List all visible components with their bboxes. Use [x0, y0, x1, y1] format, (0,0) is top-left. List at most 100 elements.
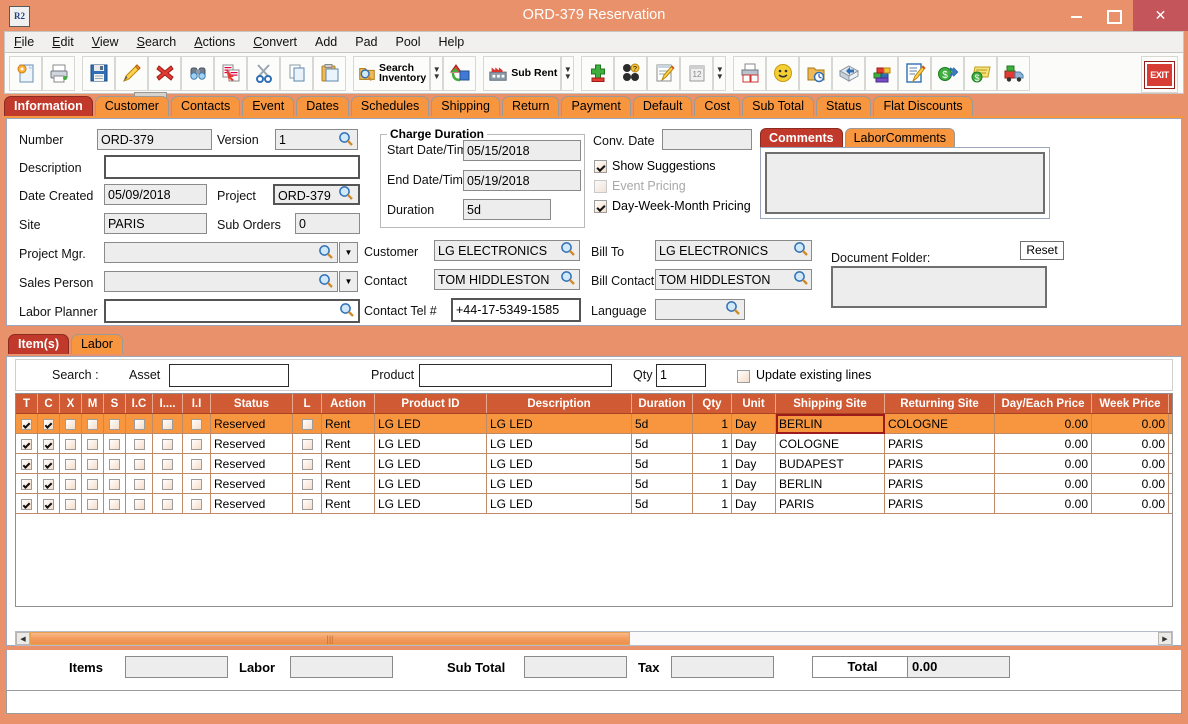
table-row[interactable]: Reserved Rent LG LED LG LED 5d 1 Day PARIS PARIS… [16, 493, 1172, 514]
site-field[interactable]: PARIS [104, 213, 207, 234]
cell-action[interactable]: Rent [321, 473, 375, 494]
tab-default[interactable]: Default [632, 96, 693, 116]
maximize-button[interactable] [1095, 0, 1133, 31]
crew-help-icon[interactable]: ? [614, 55, 648, 91]
column-header-description[interactable]: Description [486, 394, 632, 414]
column-header-i[interactable]: I.... [152, 394, 183, 414]
tab-comments[interactable]: Comments [760, 128, 843, 147]
checkbox-icon[interactable] [162, 458, 173, 470]
sales-person-search-icon[interactable] [318, 273, 334, 289]
checkbox-icon[interactable] [65, 418, 76, 430]
cell-returning_site[interactable]: PARIS [884, 473, 995, 494]
column-header-t[interactable]: T [16, 394, 38, 414]
cell-checkbox-c[interactable] [37, 453, 60, 474]
cell-unit[interactable]: Day [731, 493, 776, 514]
cell-shipping_site[interactable]: BERLIN [775, 413, 885, 434]
cut-scissors-icon[interactable] [247, 55, 280, 91]
checkbox-icon[interactable] [65, 438, 76, 450]
cell-status[interactable]: Reserved [210, 473, 293, 494]
column-header-day_each_price[interactable]: Day/Each Price [994, 394, 1092, 414]
exit-button[interactable]: EXIT [1141, 56, 1178, 93]
cell-checkbox-m[interactable] [81, 433, 104, 454]
items-grid[interactable]: T C X M S I.C I.... I.I Status L Action Product ID D… [15, 393, 1173, 607]
paste-icon[interactable] [313, 55, 346, 91]
labor-planner-field[interactable] [104, 299, 360, 323]
cell-day_each_price[interactable]: 0.00 [994, 473, 1092, 494]
column-header-ii[interactable]: I.I [182, 394, 211, 414]
cell-description[interactable]: LG LED [486, 413, 632, 434]
cell-checkbox-s[interactable] [103, 473, 126, 494]
sales-person-field[interactable] [104, 271, 338, 292]
checkbox-icon[interactable] [109, 418, 120, 430]
duration-field[interactable]: 5d [463, 199, 551, 220]
cell-action[interactable]: Rent [321, 433, 375, 454]
cell-qty[interactable]: 1 [692, 453, 732, 474]
checkbox-icon[interactable] [162, 498, 173, 510]
cell-checkbox-t[interactable] [16, 473, 38, 494]
cell-shipping_site[interactable]: BERLIN [775, 473, 885, 494]
cell-checkbox-l[interactable] [292, 433, 322, 454]
table-row[interactable]: Reserved Rent LG LED LG LED 5d 1 Day BUDAPEST PA… [16, 453, 1172, 474]
conv-date-field[interactable] [662, 129, 752, 150]
cell-checkbox-s[interactable] [103, 493, 126, 514]
tab-schedules[interactable]: Schedules [350, 96, 430, 116]
checkbox-icon[interactable] [43, 418, 54, 430]
cell-checkbox-s[interactable] [103, 453, 126, 474]
checkbox-icon[interactable] [133, 498, 145, 510]
cell-checkbox-m[interactable] [81, 473, 104, 494]
tab-status[interactable]: Status [816, 96, 872, 116]
cell-month_price[interactable]: 0.00 [1168, 433, 1172, 454]
table-row[interactable]: Reserved Rent LG LED LG LED 5d 1 Day COLOGNE PAR… [16, 433, 1172, 454]
qty-input[interactable]: 1 [656, 364, 706, 387]
cell-description[interactable]: LG LED [486, 453, 632, 474]
contact-tel-field[interactable]: +44-17-5349-1585 [451, 298, 581, 322]
checkbox-icon[interactable] [191, 498, 202, 510]
smiley-icon[interactable] [766, 55, 800, 91]
contact-search-icon[interactable] [560, 270, 576, 286]
cell-checkbox-x[interactable] [59, 473, 82, 494]
print-icon[interactable] [42, 55, 75, 91]
column-header-ic[interactable]: I.C [125, 394, 153, 414]
table-row-empty[interactable] [16, 571, 1172, 590]
checkbox-icon[interactable] [162, 418, 173, 430]
database-icon[interactable] [865, 55, 899, 91]
checkbox-icon[interactable] [301, 478, 313, 490]
money-doc-icon[interactable]: $ [964, 55, 998, 91]
tab-labor-comments[interactable]: LaborComments [844, 128, 955, 147]
checkbox-icon[interactable] [109, 478, 120, 490]
column-header-qty[interactable]: Qty [692, 394, 732, 414]
cell-action[interactable]: Rent [321, 413, 375, 434]
column-header-s[interactable]: S [103, 394, 126, 414]
cell-description[interactable]: LG LED [486, 433, 632, 454]
cell-returning_site[interactable]: COLOGNE [884, 413, 995, 434]
cell-description[interactable]: LG LED [486, 473, 632, 494]
update-existing-lines-checkbox[interactable] [737, 370, 750, 383]
cell-status[interactable]: Reserved [210, 413, 293, 434]
cell-status[interactable]: Reserved [210, 453, 293, 474]
column-header-month_price[interactable]: Month Price [1168, 394, 1172, 414]
tab-cost[interactable]: Cost [694, 96, 741, 116]
cell-checkbox-s[interactable] [103, 433, 126, 454]
cell-unit[interactable]: Day [731, 413, 776, 434]
cell-qty[interactable]: 1 [692, 493, 732, 514]
checkbox-icon[interactable] [43, 478, 54, 490]
cell-checkbox-t[interactable] [16, 493, 38, 514]
end-datetime-field[interactable]: 05/19/2018 [463, 170, 581, 191]
reset-button[interactable]: Reset [1020, 241, 1064, 260]
version-field[interactable]: 1 [275, 129, 358, 150]
number-field[interactable]: ORD-379 [97, 129, 212, 150]
cell-week_price[interactable]: 0.00 [1091, 413, 1169, 434]
column-header-c[interactable]: C [37, 394, 60, 414]
checkbox-icon[interactable] [21, 438, 32, 450]
menu-item-file[interactable]: File [14, 35, 35, 49]
column-header-week_price[interactable]: Week Price [1091, 394, 1169, 414]
menu-item-add[interactable]: Add [315, 35, 338, 49]
items-horizontal-scrollbar[interactable]: ◀ ||| ▶ [15, 631, 1173, 646]
menu-item-convert[interactable]: Convert [253, 35, 297, 49]
cell-checkbox-s[interactable] [103, 413, 126, 434]
cell-checkbox-ic[interactable] [125, 473, 153, 494]
project-field[interactable]: ORD-379 [273, 184, 360, 205]
cell-checkbox-l[interactable] [292, 413, 322, 434]
binoculars-find-icon[interactable] [181, 55, 214, 91]
product-input[interactable] [419, 364, 612, 387]
